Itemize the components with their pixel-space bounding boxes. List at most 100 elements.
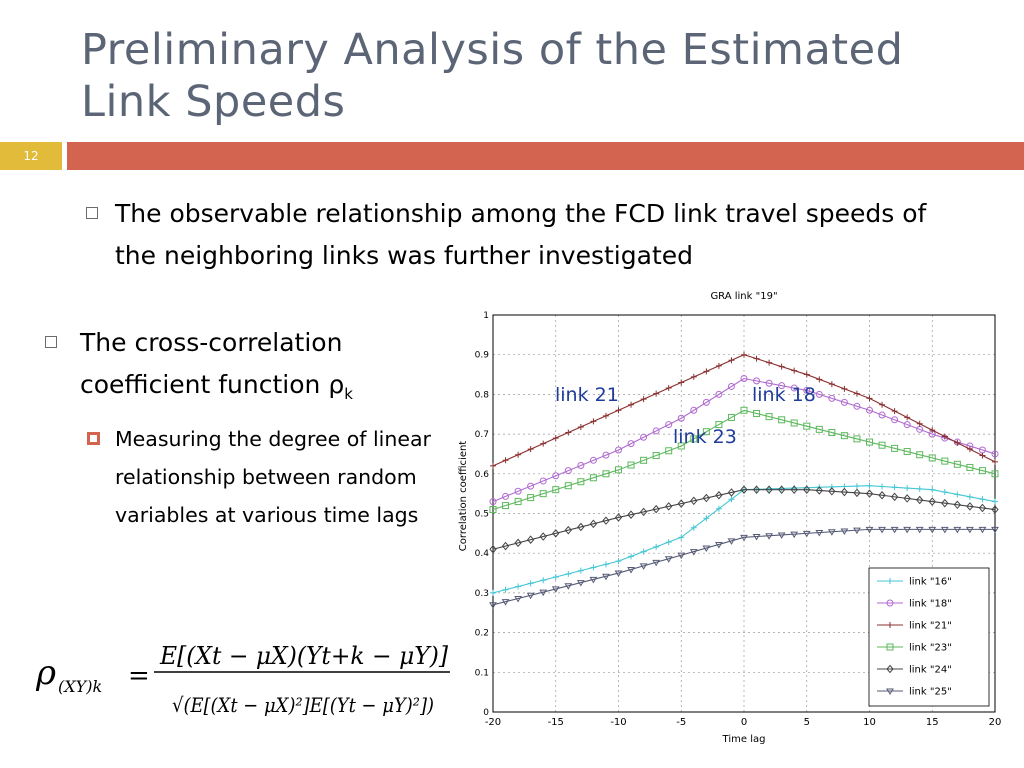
series-point: [490, 589, 496, 596]
series-point: [853, 402, 861, 410]
series-point: [929, 486, 936, 493]
series-point: [803, 485, 811, 494]
series-point: [602, 561, 609, 568]
series-line: [492, 489, 996, 550]
series-point: [978, 467, 986, 475]
series-point: [728, 496, 735, 503]
series-point: [715, 390, 723, 398]
series-point: [627, 440, 635, 448]
series-4: [489, 485, 999, 554]
filled-square-bullet-icon: [87, 432, 100, 445]
series-point: [979, 452, 986, 459]
x-tick-label: -5: [676, 717, 686, 728]
series-point: [602, 573, 610, 581]
series-point: [979, 496, 986, 503]
series-point: [526, 535, 535, 544]
series-point: [865, 489, 874, 498]
series-point: [815, 486, 823, 495]
series-point: [653, 390, 660, 397]
series-point: [891, 408, 898, 415]
series-point: [752, 534, 761, 541]
legend-swatch-marker: [886, 599, 894, 607]
series-point: [904, 414, 911, 421]
series-point: [727, 413, 735, 421]
series-point: [677, 552, 686, 560]
legend-label: link "25": [909, 687, 952, 698]
series-point: [903, 421, 911, 429]
series-point: [915, 526, 924, 534]
series-point: [690, 373, 697, 380]
series-point: [853, 483, 860, 490]
series-point: [577, 478, 585, 486]
series-point: [953, 460, 961, 468]
series-point: [502, 457, 509, 464]
series-point: [577, 423, 584, 430]
series-point: [639, 507, 648, 517]
series-point: [790, 531, 799, 539]
series-point: [702, 428, 710, 436]
series-point: [878, 441, 886, 449]
series-point: [765, 413, 773, 421]
series-point: [916, 495, 924, 505]
series-point: [589, 519, 598, 529]
series-point: [753, 409, 761, 417]
bullet-text: The observable relationship among the FC…: [115, 199, 927, 270]
hollow-square-bullet-icon: [45, 336, 57, 348]
series-point: [828, 486, 836, 496]
series-point: [765, 485, 773, 494]
series-point: [640, 456, 648, 464]
series-point: [540, 577, 547, 584]
series-point: [577, 567, 584, 574]
series-point: [614, 513, 623, 522]
y-tick-label: 0.8: [475, 390, 490, 400]
series-point: [966, 502, 974, 511]
series-point: [803, 386, 811, 394]
series-point: [928, 454, 936, 462]
series-point: [652, 452, 660, 460]
sub-bullet-text: Measuring the degree of linear relations…: [115, 427, 431, 527]
series-point: [953, 500, 962, 510]
series-point: [677, 442, 685, 450]
series-point: [552, 574, 559, 581]
y-tick-label: 0.7: [475, 430, 489, 440]
series-point: [740, 534, 748, 542]
series-point: [527, 482, 535, 490]
series-point: [954, 439, 961, 446]
series-point: [501, 599, 510, 606]
series-point: [866, 395, 873, 402]
series-point: [565, 429, 572, 436]
series-point: [992, 458, 998, 465]
x-tick-label: -20: [485, 717, 501, 728]
legend-box: [868, 567, 990, 707]
series-point: [741, 351, 747, 358]
series-point: [778, 382, 786, 390]
y-axis-label: Correlation coefficient: [458, 441, 469, 552]
series-point: [627, 510, 635, 519]
series-point: [966, 446, 973, 453]
series-point: [627, 461, 635, 469]
series-point: [715, 541, 723, 549]
series-point: [703, 368, 710, 375]
series-point: [564, 482, 572, 490]
series-point: [677, 414, 685, 422]
series-point: [552, 472, 560, 480]
slide-number: 12: [0, 142, 62, 170]
x-tick-label: 10: [863, 717, 876, 728]
series-point: [790, 384, 798, 392]
bullet-main-text: The cross-correlation coefficient functi…: [80, 328, 345, 399]
series-point: [941, 457, 949, 465]
series-point: [803, 371, 810, 378]
series-point: [878, 526, 886, 534]
series-point: [941, 498, 949, 508]
series-point: [715, 490, 723, 500]
series-point: [916, 451, 924, 459]
series-point: [502, 492, 510, 500]
series-point: [540, 440, 547, 447]
annotation-link-23: link 23: [673, 426, 737, 448]
series-point: [840, 528, 849, 535]
series-point: [514, 538, 522, 548]
series-point: [866, 406, 873, 414]
series-point: [690, 406, 698, 414]
series-point: [665, 539, 672, 546]
series-point: [490, 462, 496, 469]
